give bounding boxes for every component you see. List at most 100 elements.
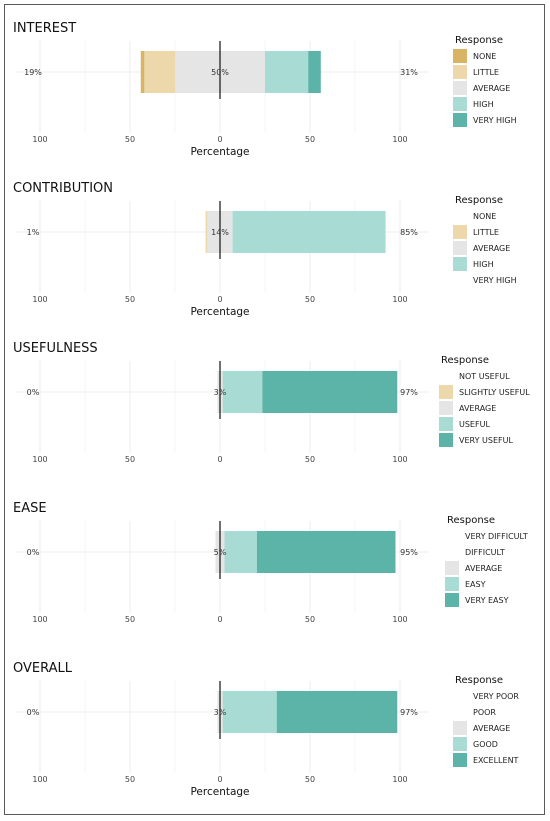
legend-swatch-average xyxy=(453,81,467,95)
x-tick-label: 0 xyxy=(217,615,222,624)
legend-label: VERY EASY xyxy=(465,596,509,605)
x-tick-label: 0 xyxy=(217,135,222,144)
chart-panel-ease: EASE 0% 5% 95% 100 50 0 50 100 Response VERY DIFFI… xyxy=(13,501,528,624)
bar-very-high xyxy=(308,51,321,93)
x-tick-label: 100 xyxy=(32,615,47,624)
legend-label: LITTLE xyxy=(473,228,499,237)
right-percentage-label: 85% xyxy=(400,228,418,237)
x-tick-label: 50 xyxy=(125,455,135,464)
center-percentage-label: 3% xyxy=(214,708,227,717)
legend-title: Response xyxy=(455,675,503,686)
x-tick-label: 50 xyxy=(305,615,315,624)
legend-swatch-useful xyxy=(439,417,453,431)
chart-panel-contribution: CONTRIBUTION 1% 14% 85% 100 50 0 50 100 Percentag… xyxy=(13,181,517,318)
center-percentage-label: 3% xyxy=(214,388,227,397)
x-tick-label: 100 xyxy=(32,295,47,304)
bar-high xyxy=(265,51,309,93)
x-tick-label: 50 xyxy=(125,295,135,304)
chart-title: INTEREST xyxy=(13,21,76,36)
x-axis-label: Percentage xyxy=(190,786,249,798)
legend-label: AVERAGE xyxy=(473,84,510,93)
x-tick-label: 100 xyxy=(32,775,47,784)
left-percentage-label: 19% xyxy=(24,68,42,77)
x-tick-label: 100 xyxy=(392,775,407,784)
legend-swatch-average xyxy=(445,561,459,575)
chart-title: OVERALL xyxy=(13,661,73,676)
x-axis-label: Percentage xyxy=(190,146,249,158)
x-tick-label: 0 xyxy=(217,775,222,784)
x-tick-label: 100 xyxy=(392,135,407,144)
legend-swatch-good xyxy=(453,737,467,751)
right-percentage-label: 95% xyxy=(400,548,418,557)
legend-label: AVERAGE xyxy=(473,724,510,733)
x-tick-label: 100 xyxy=(392,295,407,304)
legend-label: HIGH xyxy=(473,260,494,269)
chart-title: USEFULNESS xyxy=(13,341,98,356)
center-percentage-label: 5% xyxy=(214,548,227,557)
bar-excellent xyxy=(276,691,398,733)
legend-swatch-average xyxy=(453,241,467,255)
legend-label: DIFFICULT xyxy=(465,548,505,557)
x-tick-label: 50 xyxy=(125,615,135,624)
x-tick-label: 0 xyxy=(217,455,222,464)
x-tick-label: 100 xyxy=(392,615,407,624)
bar-good xyxy=(222,691,277,733)
chart-panel-usefulness: USEFULNESS 0% 3% 97% 100 50 0 50 100 Response NOT … xyxy=(13,341,530,464)
x-tick-label: 50 xyxy=(125,135,135,144)
x-tick-label: 0 xyxy=(217,295,222,304)
legend-label: EXCELLENT xyxy=(473,756,519,765)
bar-easy xyxy=(224,531,257,573)
likert-charts: INTEREST 19% 50% 31% 100 50 0 50 100 Percentage Re… xyxy=(13,21,530,798)
legend-label: VERY HIGH xyxy=(473,276,517,285)
legend-title: Response xyxy=(455,195,503,206)
legend-swatch-little xyxy=(453,225,467,239)
center-percentage-label: 50% xyxy=(211,68,229,77)
legend-swatch-none xyxy=(453,49,467,63)
legend-title: Response xyxy=(455,35,503,46)
x-tick-label: 50 xyxy=(305,775,315,784)
legend-label: SLIGHTLY USEFUL xyxy=(459,388,530,397)
left-percentage-label: 0% xyxy=(27,708,40,717)
legend-label: AVERAGE xyxy=(459,404,496,413)
legend-label: LITTLE xyxy=(473,68,499,77)
legend-label: VERY USEFUL xyxy=(459,436,513,445)
legend-title: Response xyxy=(441,355,489,366)
chart-panel-interest: INTEREST 19% 50% 31% 100 50 0 50 100 Percentage Re… xyxy=(13,21,517,158)
legend-label: NOT USEFUL xyxy=(459,372,510,381)
legend-label: AVERAGE xyxy=(473,244,510,253)
legend-swatch-very-high xyxy=(453,113,467,127)
legend-swatch-excellent xyxy=(453,753,467,767)
legend-label: USEFUL xyxy=(459,420,490,429)
legend-swatch-high xyxy=(453,257,467,271)
legend-swatch-high xyxy=(453,97,467,111)
x-tick-label: 50 xyxy=(305,295,315,304)
legend-swatch-easy xyxy=(445,577,459,591)
chart-panel-overall: OVERALL 0% 3% 97% 100 50 0 50 100 Percentage Respo… xyxy=(13,661,519,798)
x-tick-label: 100 xyxy=(392,455,407,464)
legend-label: VERY DIFFICULT xyxy=(465,532,528,541)
bar-useful xyxy=(222,371,263,413)
left-percentage-label: 0% xyxy=(27,548,40,557)
legend-label: NONE xyxy=(473,52,496,61)
legend-swatch-average xyxy=(439,401,453,415)
bar-very-useful xyxy=(262,371,398,413)
legend-label: EASY xyxy=(465,580,486,589)
bar-very-easy xyxy=(256,531,396,573)
right-percentage-label: 97% xyxy=(400,388,418,397)
bar-none xyxy=(140,51,145,93)
chart-title: CONTRIBUTION xyxy=(13,181,113,196)
legend-label: VERY HIGH xyxy=(473,116,517,125)
legend-label: GOOD xyxy=(473,740,498,749)
left-percentage-label: 0% xyxy=(27,388,40,397)
center-percentage-label: 14% xyxy=(211,228,229,237)
x-tick-label: 50 xyxy=(125,775,135,784)
x-tick-label: 50 xyxy=(305,135,315,144)
bar-little xyxy=(144,51,175,93)
legend-swatch-very-useful xyxy=(439,433,453,447)
legend-title: Response xyxy=(447,515,495,526)
legend-label: NONE xyxy=(473,212,496,221)
x-tick-label: 50 xyxy=(305,455,315,464)
legend-label: HIGH xyxy=(473,100,494,109)
legend-swatch-very-easy xyxy=(445,593,459,607)
x-tick-label: 100 xyxy=(32,455,47,464)
